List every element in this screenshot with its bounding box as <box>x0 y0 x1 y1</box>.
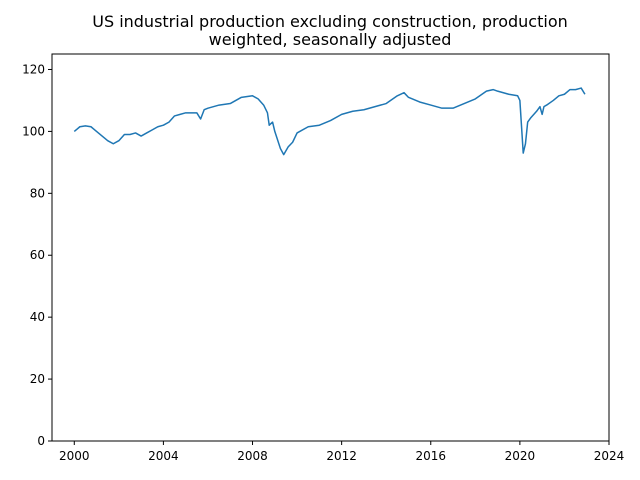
chart-title-line-2: weighted, seasonally adjusted <box>209 30 452 49</box>
series-layer <box>73 87 586 156</box>
x-tick-label: 2024 <box>594 449 625 463</box>
x-axis: 2000 2004 2008 2012 2016 2020 2024 <box>59 441 624 463</box>
y-tick-label: 0 <box>37 434 45 448</box>
x-tick-label: 2020 <box>505 449 536 463</box>
series-line-0 <box>73 87 586 156</box>
x-tick-label: 2008 <box>237 449 268 463</box>
y-tick-label: 100 <box>22 124 45 138</box>
y-tick-label: 40 <box>30 310 45 324</box>
y-tick-label: 120 <box>22 62 45 76</box>
y-axis: 0 20 40 60 80 100 120 <box>22 62 52 448</box>
plot-frame <box>51 53 610 442</box>
y-tick-label: 20 <box>30 372 45 386</box>
y-tick-label: 60 <box>30 248 45 262</box>
x-tick-label: 2004 <box>148 449 179 463</box>
x-tick-label: 2016 <box>415 449 446 463</box>
chart-title-line-1: US industrial production excluding const… <box>92 12 568 31</box>
y-tick-label: 80 <box>30 186 45 200</box>
x-tick-label: 2012 <box>326 449 357 463</box>
x-tick-label: 2000 <box>59 449 90 463</box>
